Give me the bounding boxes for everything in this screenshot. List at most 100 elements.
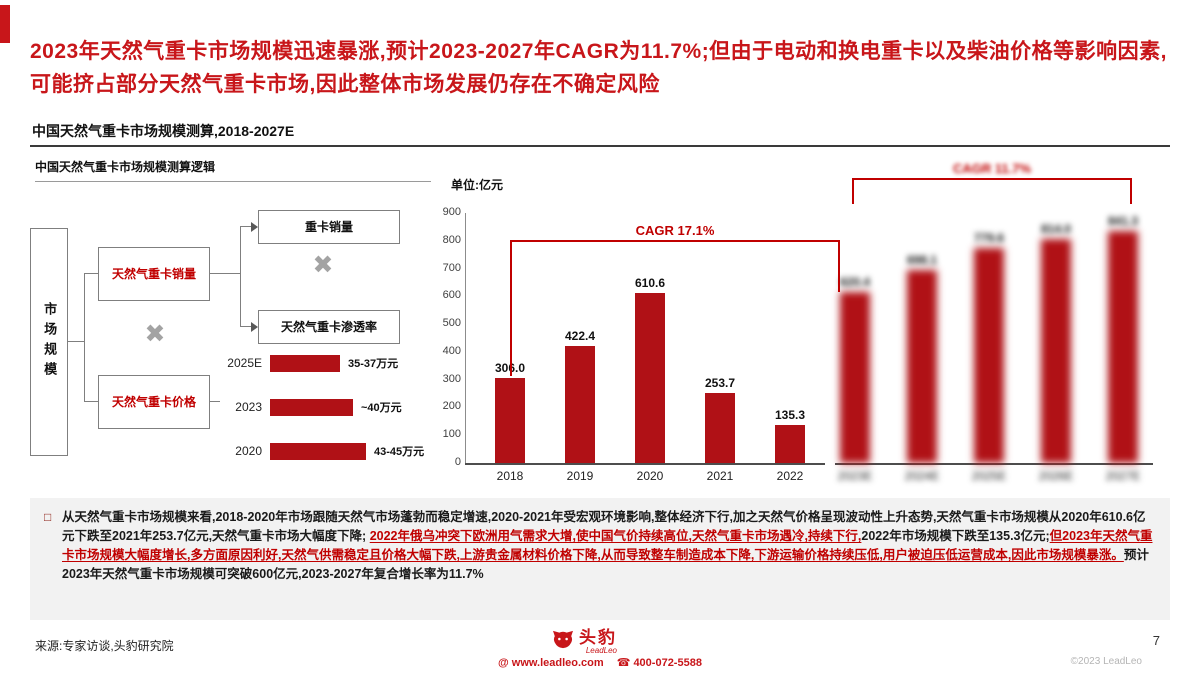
price-year-label: 2020 [235,444,262,458]
price-bar [270,442,366,460]
analysis-panel: □ 从天然气重卡市场规模来看,2018-2020年市场跟随天然气市场蓬勃而稳定增速… [30,498,1170,620]
diagram-title: 中国天然气重卡市场规模测算逻辑 [35,158,431,182]
section-divider [30,145,1170,147]
analysis-text-segment: 预计2023年天然气重卡市场规模可突破600亿元,2023-2027年复合增长率… [62,548,1149,581]
contact-web: www.leadleo.com [511,657,604,669]
price-bar-row: 2023 ~40万元 [218,398,424,416]
ng-truck-price-box: 天然气重卡价格 [98,375,210,429]
x-axis-label: 2020 [636,469,664,483]
bar [840,291,870,463]
contact-phone: 400-072-5588 [633,657,702,669]
cagr-bracket-line [838,240,840,292]
connector-line [84,273,98,274]
x-axis-label: 2022 [776,469,804,483]
cagr-bracket-line [510,240,840,242]
y-axis-tick-label: 700 [442,261,461,274]
market-size-box: 市场规模 [30,228,68,456]
bar-value-label: 841.3 [1107,214,1139,228]
corner-accent [0,5,10,43]
y-axis-tick-label: 100 [442,428,461,441]
bar [907,270,937,463]
cagr-11-label: CAGR 11.7% [952,161,1032,176]
bar-value-label: 610.6 [634,276,666,291]
arrow-right-icon [251,322,258,332]
x-axis-line [835,463,1153,465]
penetration-box: 天然气重卡渗透率 [258,310,400,344]
market-size-chart: 单位:亿元 0 100 200 300 400 500 600 700 800 900 306.0 2… [435,168,835,483]
x-axis-label: 2026E [1038,469,1074,483]
price-bar [270,398,353,416]
bar [775,425,805,463]
forecast-chart: 620.4 2023E 698.1 2024E 779.6 2025E 814.0 2026E… [835,140,1165,485]
price-bar-row: 2025E 35-37万元 [218,354,424,372]
connector-line [84,401,98,402]
bar-value-label: 779.6 [973,231,1005,245]
y-axis-tick-label: 800 [442,233,461,246]
leadleo-logo: 头豹 LeadLeo [552,623,617,655]
connector-line [210,401,220,402]
analysis-highlight-text: 2022年俄乌冲突下欧洲用气需求大增,使中国气价持续高位,天然气重卡市场遇冷,持… [369,529,862,543]
copyright: ©2023 LeadLeo [1070,656,1142,667]
connector-line [68,341,84,342]
analysis-text-segment: 2022年市场规模下跌至135.3亿元; [861,529,1050,543]
connector-line [84,273,85,402]
logo-cn-text: 头豹 [579,628,617,647]
x-axis-line [465,463,825,465]
price-bar-row: 2020 43-45万元 [218,442,424,460]
y-axis-tick-label: 600 [442,289,461,302]
page-number: 7 [1152,633,1160,648]
price-year-label: 2023 [235,400,262,414]
bar [635,293,665,463]
bar [495,378,525,463]
connector-line [210,273,240,274]
bar-value-label: 253.7 [704,375,736,390]
price-bar-chart: 2025E 35-37万元 2023 ~40万元 2020 43-45万元 [218,354,424,460]
section-title: 中国天然气重卡市场规模测算,2018-2027E [32,123,295,139]
bar [1108,231,1138,463]
x-axis-label: 2021 [706,469,734,483]
bar-value-label: 814.0 [1040,221,1072,236]
bar [1041,238,1071,463]
price-year-label: 2025E [227,356,262,370]
truck-sales-box: 重卡销量 [258,210,400,244]
square-bullet-icon: □ [44,510,52,524]
x-axis-label: 2019 [566,469,594,483]
y-axis-tick-label: 0 [454,456,461,468]
x-axis-label: 2018 [496,469,524,483]
x-axis-label: 2024E [904,469,940,483]
price-value-label: 43-45万元 [374,446,425,458]
price-value-label: ~40万元 [361,402,402,414]
x-axis-label: 2025E [971,469,1007,483]
y-axis-tick-label: 300 [442,372,461,385]
bar-value-label: 135.3 [774,408,806,423]
logo-en-text: LeadLeo [585,646,617,655]
unit-label: 单位:亿元 [451,178,503,192]
globe-icon: @ [498,657,509,669]
cagr-17-label: CAGR 17.1% [635,223,715,238]
analysis-highlight-text: 但2023年天然气重卡市场规模大幅度增长,多方面原因利好,天然气供需稳定且价格大… [62,529,1153,562]
price-value-label: 35-37万元 [348,358,399,370]
bar [974,248,1004,463]
bar [565,345,595,463]
price-bar [270,354,340,372]
arrow-right-icon [251,222,258,232]
cagr-bracket-line [510,240,512,376]
x-axis-label: 2027E [1105,469,1141,483]
connector-line [240,226,252,227]
multiply-icon: ✖ [144,320,166,348]
bar-value-label: 422.4 [564,328,596,343]
connector-line [240,226,241,327]
bar-value-label: 620.4 [839,274,871,289]
cagr-bracket-line [852,178,1132,180]
connector-line [240,326,252,327]
analysis-paragraph: □ 从天然气重卡市场规模来看,2018-2020年市场跟随天然气市场蓬勃而稳定增速… [44,508,1154,584]
bar-value-label: 698.1 [906,253,938,268]
phone-icon: ☎ [616,657,631,669]
x-axis-label: 2023E [837,469,873,483]
analysis-text-segment: 从天然气重卡市场规模来看,2018-2020年市场跟随天然气市场蓬勃而稳定增速,… [62,510,1146,543]
multiply-icon: ✖ [312,251,334,279]
cagr-bracket-line [1130,178,1132,204]
cagr-bracket-line [852,178,854,204]
contact-info: @ www.leadleo.com ☎ 400-072-5588 [440,656,760,669]
ng-truck-sales-box: 天然气重卡销量 [98,247,210,301]
